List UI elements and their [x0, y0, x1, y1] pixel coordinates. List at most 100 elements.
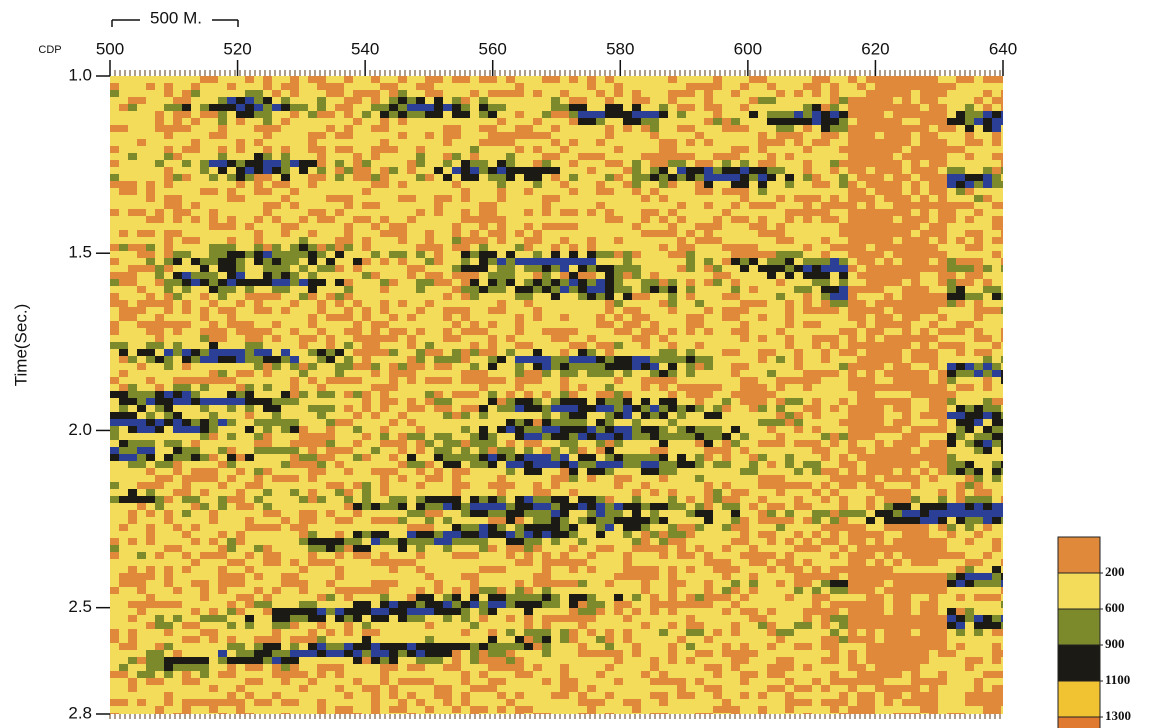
- seismic-cell: [479, 188, 488, 195]
- seismic-cell: [218, 321, 227, 328]
- seismic-cell: [839, 139, 848, 146]
- seismic-cell: [641, 258, 650, 265]
- seismic-cell: [398, 237, 407, 244]
- seismic-cell: [1001, 258, 1003, 265]
- seismic-cell: [614, 76, 623, 83]
- seismic-cell: [524, 335, 533, 342]
- seismic-cell: [533, 153, 542, 160]
- seismic-cell: [407, 97, 416, 104]
- seismic-cell: [506, 272, 515, 279]
- seismic-cell: [146, 293, 155, 300]
- seismic-cell: [272, 300, 281, 307]
- seismic-cell: [191, 216, 200, 223]
- seismic-cell: [875, 125, 884, 132]
- seismic-cell: [524, 307, 533, 314]
- seismic-cell: [902, 167, 911, 174]
- seismic-cell: [596, 265, 605, 272]
- seismic-cell: [785, 237, 794, 244]
- seismic-cell: [803, 342, 812, 349]
- seismic-cell: [866, 132, 875, 139]
- seismic-cell: [443, 307, 452, 314]
- seismic-cell: [992, 209, 1001, 216]
- seismic-cell: [443, 76, 452, 83]
- seismic-cell: [515, 384, 524, 391]
- seismic-cell: [380, 174, 389, 181]
- seismic-cell: [704, 139, 713, 146]
- seismic-cell: [776, 125, 785, 132]
- seismic-cell: [686, 83, 695, 90]
- seismic-cell: [830, 83, 839, 90]
- seismic-cell: [380, 83, 389, 90]
- seismic-cell: [497, 132, 506, 139]
- seismic-cell: [173, 188, 182, 195]
- seismic-cell: [992, 244, 1001, 251]
- seismic-cell: [569, 349, 578, 356]
- seismic-cell: [920, 97, 929, 104]
- seismic-cell: [866, 286, 875, 293]
- seismic-cell: [974, 244, 983, 251]
- seismic-cell: [200, 251, 209, 258]
- seismic-cell: [578, 139, 587, 146]
- seismic-cell: [920, 398, 929, 405]
- seismic-cell: [335, 279, 344, 286]
- seismic-cell: [821, 398, 830, 405]
- seismic-cell: [866, 363, 875, 370]
- seismic-cell: [812, 188, 821, 195]
- seismic-cell: [911, 209, 920, 216]
- seismic-cell: [839, 335, 848, 342]
- seismic-cell: [947, 384, 956, 391]
- seismic-cell: [659, 328, 668, 335]
- seismic-cell: [173, 146, 182, 153]
- seismic-cell: [713, 76, 722, 83]
- seismic-cell: [551, 230, 560, 237]
- seismic-cell: [137, 419, 146, 426]
- seismic-cell: [290, 258, 299, 265]
- seismic-cell: [425, 237, 434, 244]
- seismic-cell: [416, 412, 425, 419]
- seismic-cell: [866, 83, 875, 90]
- seismic-cell: [578, 384, 587, 391]
- seismic-cell: [857, 335, 866, 342]
- seismic-cell: [1001, 216, 1003, 223]
- seismic-cell: [875, 209, 884, 216]
- seismic-cell: [668, 125, 677, 132]
- seismic-cell: [245, 356, 254, 363]
- seismic-cell: [875, 398, 884, 405]
- seismic-cell: [470, 244, 479, 251]
- seismic-cell: [632, 83, 641, 90]
- seismic-cell: [434, 118, 443, 125]
- seismic-cell: [524, 111, 533, 118]
- seismic-cell: [137, 97, 146, 104]
- seismic-cell: [218, 90, 227, 97]
- seismic-cell: [389, 272, 398, 279]
- seismic-cell: [830, 202, 839, 209]
- seismic-cell: [182, 195, 191, 202]
- seismic-cell: [686, 419, 695, 426]
- seismic-cell: [947, 328, 956, 335]
- seismic-cell: [488, 167, 497, 174]
- seismic-cell: [155, 342, 164, 349]
- seismic-cell: [848, 118, 857, 125]
- seismic-cell: [722, 300, 731, 307]
- seismic-cell: [587, 328, 596, 335]
- seismic-cell: [875, 321, 884, 328]
- seismic-cell: [533, 321, 542, 328]
- seismic-cell: [812, 279, 821, 286]
- seismic-cell: [614, 97, 623, 104]
- seismic-cell: [974, 335, 983, 342]
- seismic-cell: [173, 195, 182, 202]
- seismic-cell: [452, 146, 461, 153]
- seismic-cell: [326, 370, 335, 377]
- seismic-cell: [605, 335, 614, 342]
- seismic-cell: [632, 216, 641, 223]
- seismic-cell: [722, 391, 731, 398]
- seismic-cell: [821, 328, 830, 335]
- seismic-cell: [713, 349, 722, 356]
- seismic-cell: [209, 391, 218, 398]
- seismic-cell: [983, 167, 992, 174]
- seismic-cell: [839, 307, 848, 314]
- seismic-cell: [677, 97, 686, 104]
- seismic-cell: [857, 377, 866, 384]
- seismic-cell: [146, 356, 155, 363]
- seismic-cell: [713, 209, 722, 216]
